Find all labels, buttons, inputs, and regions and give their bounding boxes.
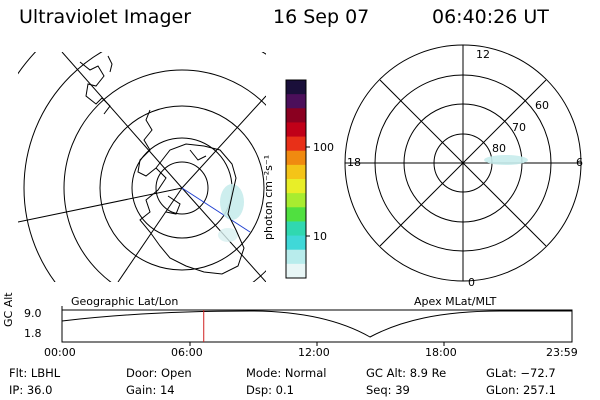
apex-polar-plot xyxy=(344,44,582,282)
geo-lat-circle xyxy=(99,105,265,271)
time-tick: 18:00 xyxy=(425,346,457,359)
geo-meridian xyxy=(181,95,266,189)
apex-aurora-glow xyxy=(484,155,528,165)
colorbar-segment xyxy=(286,94,306,109)
geo-meridian xyxy=(117,187,183,282)
colorbar-segment xyxy=(286,150,306,166)
mode-info: Mode: Normal xyxy=(246,366,327,380)
apex-panel-label: Apex MLat/MLT xyxy=(414,295,497,308)
mlat-label-60: 60 xyxy=(535,99,549,112)
door-info: Door: Open xyxy=(126,366,192,380)
colorbar xyxy=(286,80,306,279)
alt-tick-1-8: 1.8 xyxy=(24,327,42,340)
date-label: 16 Sep 07 xyxy=(273,6,370,28)
coastline-ice-shelf xyxy=(189,149,207,161)
gc-alt-info: GC Alt: 8.9 Re xyxy=(366,366,447,380)
geo-track-line xyxy=(181,187,251,233)
colorbar-segment xyxy=(286,193,306,208)
mlt-label-12: 12 xyxy=(476,48,490,61)
dsp-info: Dsp: 0.1 xyxy=(246,383,294,397)
time-tick: 06:00 xyxy=(171,346,203,359)
colorbar-tick-100: 100 xyxy=(313,141,334,154)
mlt-label-18: 18 xyxy=(347,156,361,169)
coastline-antarctica xyxy=(139,143,245,275)
colorbar-unit-label: photon cm⁻²s⁻¹ xyxy=(262,154,275,240)
colorbar-segment xyxy=(286,80,306,95)
colorbar-frame xyxy=(285,79,307,279)
alt-tick-9: 9.0 xyxy=(24,307,42,320)
colorbar-segment xyxy=(286,122,306,138)
ip-info: IP: 36.0 xyxy=(9,383,53,397)
time-label: 06:40:26 UT xyxy=(432,6,549,28)
colorbar-segment xyxy=(286,207,306,222)
filter-info: Flt: LBHL xyxy=(9,366,61,380)
aurora-glow xyxy=(220,184,244,220)
mlt-label-0: 0 xyxy=(468,276,475,289)
aurora-glow xyxy=(218,228,238,242)
gain-info: Gain: 14 xyxy=(126,383,175,397)
geo-meridian xyxy=(61,52,183,189)
geo-meridian xyxy=(18,187,183,223)
colorbar-segment xyxy=(286,263,306,279)
colorbar-segment xyxy=(286,179,306,194)
colorbar-segment xyxy=(286,235,306,251)
gc-alt-axis-label: GC Alt xyxy=(2,292,15,327)
glon-info: GLon: 257.1 xyxy=(486,383,556,397)
mlat-label-80: 80 xyxy=(492,142,506,155)
geo-panel-label: Geographic Lat/Lon xyxy=(71,295,179,308)
colorbar-segment xyxy=(286,249,306,265)
geo-lat-circle xyxy=(23,52,266,282)
time-tick: 23:59 xyxy=(546,346,578,359)
colorbar-segment xyxy=(286,221,306,237)
geo-lat-circle xyxy=(63,69,266,282)
colorbar-segment xyxy=(286,164,306,180)
glat-info: GLat: −72.7 xyxy=(486,366,556,380)
altitude-curve xyxy=(61,310,572,338)
apex-meridian xyxy=(379,79,547,247)
colorbar-segment xyxy=(286,108,306,123)
mlt-label-6: 6 xyxy=(576,156,583,169)
instrument-title: Ultraviolet Imager xyxy=(19,6,192,28)
mlat-label-70: 70 xyxy=(512,121,526,134)
coastline-south-america xyxy=(79,61,111,115)
colorbar-segment xyxy=(286,136,306,152)
geo-lat-circle xyxy=(155,161,209,215)
coastline-south-america xyxy=(107,55,113,73)
colorbar-tick-10: 10 xyxy=(313,230,327,243)
time-tick: 12:00 xyxy=(298,346,330,359)
coastline-ice-shelf xyxy=(165,195,181,215)
time-tick: 00:00 xyxy=(44,346,76,359)
seq-info: Seq: 39 xyxy=(366,383,410,397)
coastline-antarctic-peninsula xyxy=(137,109,157,177)
altitude-frame xyxy=(61,309,573,343)
